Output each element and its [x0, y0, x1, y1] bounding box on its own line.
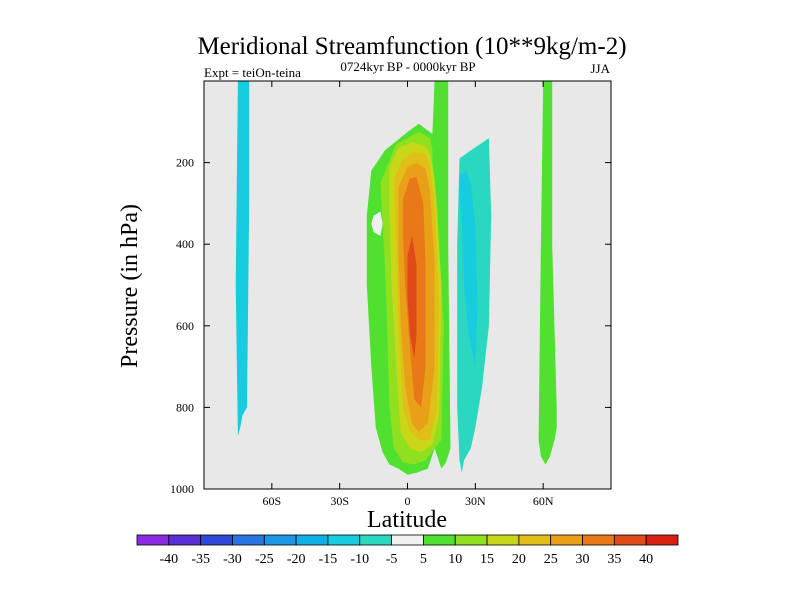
colorbar-swatch-14	[582, 534, 615, 546]
colorbar-label-13: 30	[576, 552, 590, 567]
colorbar-swatch-1	[168, 534, 202, 546]
colorbar-label-14: 35	[607, 552, 621, 567]
colorbar-label-2: -30	[223, 552, 242, 567]
y-tick-label-0: 200	[176, 156, 194, 170]
contour-layer	[235, 81, 557, 475]
y-axis-title: Pressure (in hPa)	[117, 204, 143, 368]
colorbar-swatch-11	[486, 534, 520, 546]
colorbar-swatch-4	[263, 534, 297, 546]
colorbar-label-4: -20	[287, 552, 306, 567]
colorbar-swatch-6	[327, 534, 361, 546]
contour-region-2	[538, 81, 557, 465]
colorbar-label-1: -35	[191, 552, 210, 567]
season-label: JJA	[590, 61, 610, 76]
contour-region-5	[371, 211, 383, 236]
colorbar-label-10: 15	[480, 552, 494, 567]
x-tick-label-0: 60S	[262, 494, 281, 508]
x-tick-label-3: 30N	[465, 494, 486, 508]
colorbar-label-15: 40	[639, 552, 653, 567]
colorbar-label-9: 10	[448, 552, 462, 567]
x-axis-title: Latitude	[367, 507, 447, 533]
colorbar-swatch-7	[359, 534, 392, 546]
contour-region-0	[235, 81, 250, 436]
colorbar-swatch-0	[136, 534, 170, 546]
colorbar-label-3: -25	[255, 552, 274, 567]
colorbar-swatch-2	[200, 534, 233, 546]
colorbar-label-0: -40	[159, 552, 178, 567]
colorbar-label-12: 25	[544, 552, 558, 567]
colorbar-label-11: 20	[512, 552, 526, 567]
y-tick-label-2: 600	[176, 319, 194, 333]
colorbar-label-5: -15	[319, 552, 338, 567]
colorbar-swatch-16	[645, 534, 679, 546]
colorbar-swatch-10	[454, 534, 488, 546]
colorbar-label-8: 5	[420, 552, 427, 567]
colorbar-label-6: -10	[350, 552, 369, 567]
y-ticks: 200 400 600 800 1000	[170, 156, 611, 496]
contour-region-4	[459, 170, 478, 367]
colorbar-swatch-15	[613, 534, 647, 546]
colorbar-swatch-9	[423, 534, 456, 546]
period-label: 0724kyr BP - 0000kyr BP	[340, 59, 475, 74]
experiment-label: Expt = teiOn-teina	[204, 65, 301, 80]
colorbar-swatch-5	[295, 534, 329, 546]
x-ticks: 60S 30S 0 30N 60N	[262, 81, 554, 508]
colorbar: -40 -35 -30 -25 -20 -15 -10 -5 5 10 15 20 25 30 35 40	[136, 534, 679, 567]
contour-region-11	[407, 236, 417, 359]
y-tick-label-1: 400	[176, 237, 194, 251]
colorbar-label-7: -5	[386, 552, 398, 567]
y-tick-label-4: 1000	[170, 482, 194, 496]
x-tick-label-4: 60N	[533, 494, 554, 508]
colorbar-swatch-8	[391, 534, 424, 546]
chart-title: Meridional Streamfunction (10**9kg/m-2)	[197, 33, 626, 60]
y-tick-label-3: 800	[176, 400, 194, 414]
x-tick-label-2: 0	[405, 494, 411, 508]
colorbar-swatch-13	[550, 534, 583, 546]
plot-area: 60S 30S 0 30N 60N 200 400 600 800 1000	[170, 80, 612, 508]
colorbar-swatch-3	[232, 534, 265, 546]
x-tick-label-1: 30S	[330, 494, 349, 508]
colorbar-swatch-12	[518, 534, 552, 546]
